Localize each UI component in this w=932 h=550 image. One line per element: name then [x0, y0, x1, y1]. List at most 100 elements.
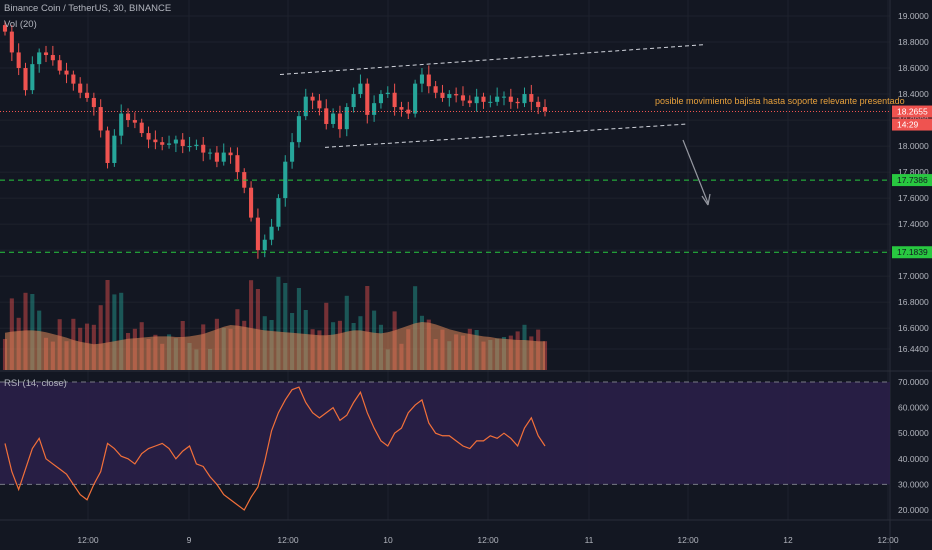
volume-bar: [249, 280, 254, 370]
symbol-legend[interactable]: Binance Coin / TetherUS, 30, BINANCE: [4, 3, 172, 14]
candle-body: [153, 139, 158, 143]
support-price-tag-bg: [892, 174, 932, 187]
current-price-tag-bg: [892, 105, 932, 118]
price-tick-label: 16.6000: [898, 323, 929, 333]
time-tick-label: 12:00: [277, 535, 299, 545]
candle-body: [214, 152, 219, 162]
candle-body: [269, 226, 274, 240]
annotation-text[interactable]: posible movimiento bajista hasta soporte…: [655, 96, 905, 106]
time-tick-label: 12:00: [877, 535, 899, 545]
rsi-tick-label: 30.0000: [898, 479, 929, 489]
volume-bar: [112, 294, 117, 370]
candle-body: [413, 83, 418, 114]
rsi-panel: [0, 381, 890, 511]
candle-body: [276, 198, 281, 227]
candle-body: [262, 239, 267, 251]
volume-bar: [98, 305, 103, 370]
candle-body: [529, 94, 534, 102]
candle-body: [372, 103, 377, 115]
candle-body: [324, 108, 329, 124]
price-tick-label: 18.4000: [898, 89, 929, 99]
time-tick-label: 9: [187, 535, 192, 545]
rsi-legend[interactable]: RSI (14, close): [4, 378, 67, 389]
volume-legend[interactable]: Vol (20): [4, 19, 37, 30]
time-tick-label: 10: [383, 535, 393, 545]
volume-bar: [276, 276, 281, 370]
volume-bar: [283, 283, 288, 370]
price-tick-label: 18.8000: [898, 37, 929, 47]
candle-body: [50, 55, 55, 61]
price-tick-label: 17.4000: [898, 219, 929, 229]
candle-body: [180, 139, 185, 147]
candle-body: [30, 64, 35, 91]
candle-body: [9, 31, 14, 53]
candle-body: [501, 96, 507, 98]
candle-body: [536, 101, 541, 108]
candle-body: [440, 92, 445, 98]
candle-body: [255, 217, 260, 251]
candle-body: [84, 92, 90, 98]
candle-body: [105, 130, 110, 163]
candle-body: [433, 86, 438, 93]
volume-bar: [365, 286, 370, 370]
candle-body: [303, 96, 308, 117]
candle-body: [71, 74, 76, 84]
candle-body: [392, 92, 397, 108]
price-candles[interactable]: [2, 21, 548, 259]
candle-body: [508, 96, 513, 102]
axes: 19.000018.800018.600018.400018.200018.00…: [77, 11, 932, 545]
time-tick-label: 12:00: [77, 535, 99, 545]
drawing-overlays[interactable]: [0, 44, 890, 253]
candle-body: [460, 95, 466, 101]
price-tick-label: 18.0000: [898, 141, 929, 151]
candle-body: [296, 116, 301, 143]
price-tick-label: 16.8000: [898, 297, 929, 307]
time-tick-label: 12: [783, 535, 793, 545]
candle-body: [23, 68, 28, 91]
rsi-tick-label: 40.0000: [898, 454, 929, 464]
candle-body: [228, 152, 233, 156]
candle-body: [474, 96, 479, 104]
candle-body: [98, 107, 103, 131]
candle-body: [385, 92, 390, 95]
candle-body: [495, 96, 500, 102]
candle-body: [542, 107, 548, 111]
candle-body: [317, 100, 322, 109]
candle-body: [221, 152, 226, 162]
volume-bar: [119, 292, 124, 370]
candle-body: [57, 60, 62, 71]
rsi-line: [4, 386, 546, 511]
current-price-tag: 18.2655: [897, 107, 928, 117]
candle-body: [139, 122, 144, 134]
candle-body: [187, 146, 192, 148]
candle-body: [235, 155, 240, 173]
support-price-tag: 17.1839: [897, 247, 928, 257]
candle-body: [2, 25, 8, 32]
candle-body: [419, 74, 425, 84]
price-tick-label: 17.6000: [898, 193, 929, 203]
rsi-band: [0, 382, 890, 485]
time-tick-label: 11: [585, 535, 594, 545]
candle-body: [515, 101, 520, 104]
bearish-arrow-head: [701, 193, 711, 206]
candle-body: [283, 161, 288, 199]
candle-body: [194, 144, 199, 147]
candle-body: [481, 96, 486, 102]
candle-body: [43, 52, 49, 56]
candle-body: [337, 113, 342, 130]
candle-body: [331, 113, 336, 124]
support-price-tag: 17.7386: [897, 175, 928, 185]
price-tick-label: 18.6000: [898, 63, 929, 73]
volume-bar: [105, 280, 110, 370]
bearish-arrow-shaft: [682, 139, 709, 204]
candle-body: [310, 96, 315, 101]
price-tick-label: 19.0000: [898, 11, 929, 21]
candle-body: [488, 101, 493, 103]
candle-body: [146, 133, 151, 140]
candle-body: [290, 142, 295, 162]
candle-body: [208, 152, 213, 154]
rsi-tick-label: 70.0000: [898, 377, 929, 387]
channel-upper-line: [279, 44, 706, 76]
candle-body: [167, 143, 172, 145]
